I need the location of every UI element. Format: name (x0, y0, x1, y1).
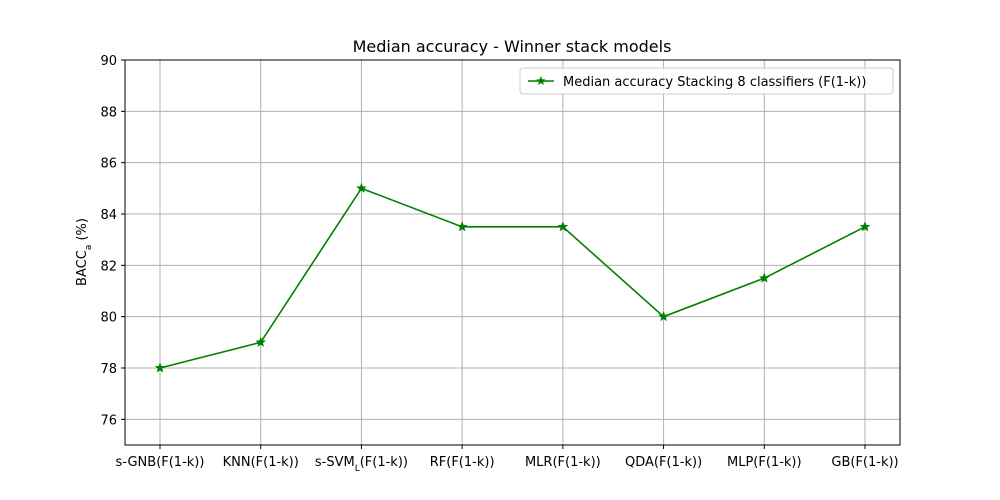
series-line (159, 187, 866, 369)
legend: Median accuracy Stacking 8 classifiers (… (519, 67, 894, 95)
data-point-marker (658, 310, 670, 322)
chart-title: Median accuracy - Winner stack models (353, 37, 672, 56)
grid (125, 59, 900, 445)
y-tick-label: 80 (100, 311, 117, 326)
plot-frame (124, 59, 901, 446)
x-tick-label: GB(F(1-k)) (831, 455, 898, 470)
x-tick-label: QDA(F(1-k)) (625, 455, 702, 470)
x-axis: s-GNB(F(1-k)) KNN(F(1-k)) s-SVML(F(1-k)) RF… (116, 445, 899, 474)
data-point-marker (557, 221, 569, 232)
x-tick-label: MLP(F(1-k)) (727, 455, 802, 470)
data-point-marker (154, 362, 166, 373)
x-tick-label: s-SVML(F(1-k)) (315, 455, 408, 474)
y-axis-label: BACCa (%) (75, 218, 94, 286)
y-tick-label: 82 (100, 259, 117, 274)
y-tick-label: 84 (100, 208, 117, 223)
legend-label: Median accuracy Stacking 8 classifiers (… (563, 75, 866, 90)
y-tick-label: 86 (100, 157, 117, 172)
legend-box (519, 67, 894, 95)
y-tick-label: 88 (100, 105, 117, 120)
x-tick-label: KNN(F(1-k)) (223, 455, 299, 470)
series-group (154, 182, 871, 373)
x-tick-label: MLR(F(1-k)) (525, 455, 601, 470)
y-tick-label: 76 (100, 413, 117, 428)
y-tick-label: 78 (100, 362, 117, 377)
y-axis: 76 78 80 82 84 86 88 90 (100, 54, 125, 428)
data-point-marker (758, 272, 770, 283)
data-point-marker (355, 182, 367, 193)
x-tick-label: RF(F(1-k)) (430, 455, 495, 470)
legend-marker (536, 76, 546, 86)
y-tick-label: 90 (100, 54, 117, 69)
data-point-marker (255, 336, 267, 347)
data-point-marker (456, 221, 468, 232)
data-point-marker (859, 221, 871, 232)
x-tick-label: s-GNB(F(1-k)) (116, 455, 205, 470)
